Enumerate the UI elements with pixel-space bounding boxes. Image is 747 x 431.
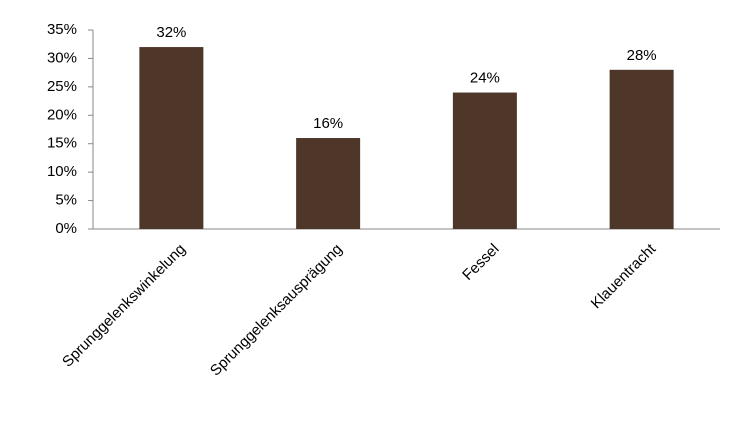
bar — [452, 92, 517, 230]
data-label: 24% — [470, 70, 500, 87]
data-label: 28% — [627, 47, 657, 64]
data-label: 16% — [313, 115, 343, 132]
x-tick-label: Fessel — [459, 241, 502, 284]
x-tick-label: Klauentracht — [588, 240, 660, 312]
y-tick-label: 25% — [47, 78, 77, 95]
bar — [139, 47, 204, 229]
y-tick-label: 35% — [47, 21, 77, 38]
y-tick-label: 5% — [55, 192, 77, 209]
x-tick-label: Sprunggelenkswinkelung — [59, 241, 189, 371]
bar — [296, 138, 361, 229]
y-tick-label: 20% — [47, 106, 77, 123]
y-tick-label: 30% — [47, 49, 77, 66]
x-tick-label: Sprunggelenksausprägung — [207, 241, 346, 380]
y-tick-label: 10% — [47, 163, 77, 180]
data-label: 32% — [156, 24, 186, 41]
y-tick-label: 0% — [55, 220, 77, 237]
y-tick-label: 15% — [47, 135, 77, 152]
bar — [609, 69, 674, 229]
